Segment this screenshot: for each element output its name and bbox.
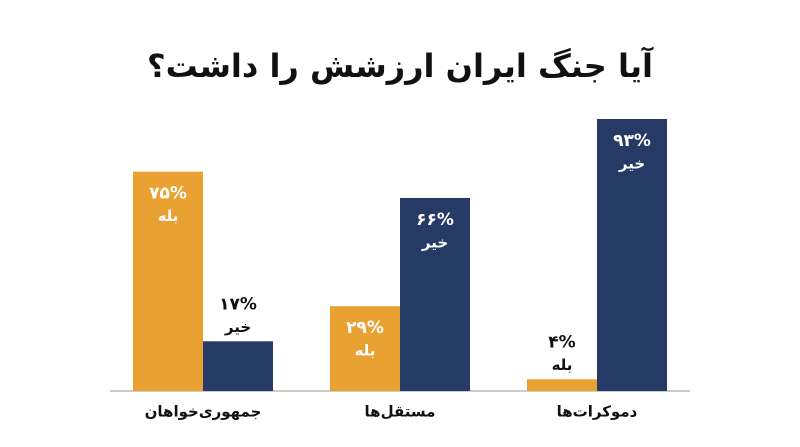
bar <box>597 118 667 391</box>
bar <box>133 171 203 391</box>
series-label: خیر <box>224 318 251 336</box>
value-label: ۶۶% <box>416 210 454 230</box>
bar <box>400 197 470 391</box>
x-tick-label: جمهوری‌خواهان <box>145 403 262 421</box>
series-label: خیر <box>618 154 645 172</box>
value-label: ۴% <box>548 332 575 352</box>
bar <box>527 379 597 391</box>
series-label: بله <box>158 207 179 225</box>
chart-title: آیا جنگ ایران ارزشش را داشت؟ <box>147 46 654 85</box>
value-label: ۲۹% <box>346 318 384 338</box>
bar <box>203 341 273 391</box>
series-label: خیر <box>421 233 448 251</box>
series-label: بله <box>355 342 376 360</box>
series-label: بله <box>552 356 573 374</box>
value-label: ۷۵% <box>149 184 187 204</box>
x-tick-label: دموکرات‌ها <box>557 403 638 421</box>
x-tick-label: مستقل‌ها <box>365 403 436 421</box>
value-label: ۹۳% <box>613 131 651 151</box>
bar <box>330 306 400 391</box>
value-label: ۱۷% <box>219 294 257 314</box>
